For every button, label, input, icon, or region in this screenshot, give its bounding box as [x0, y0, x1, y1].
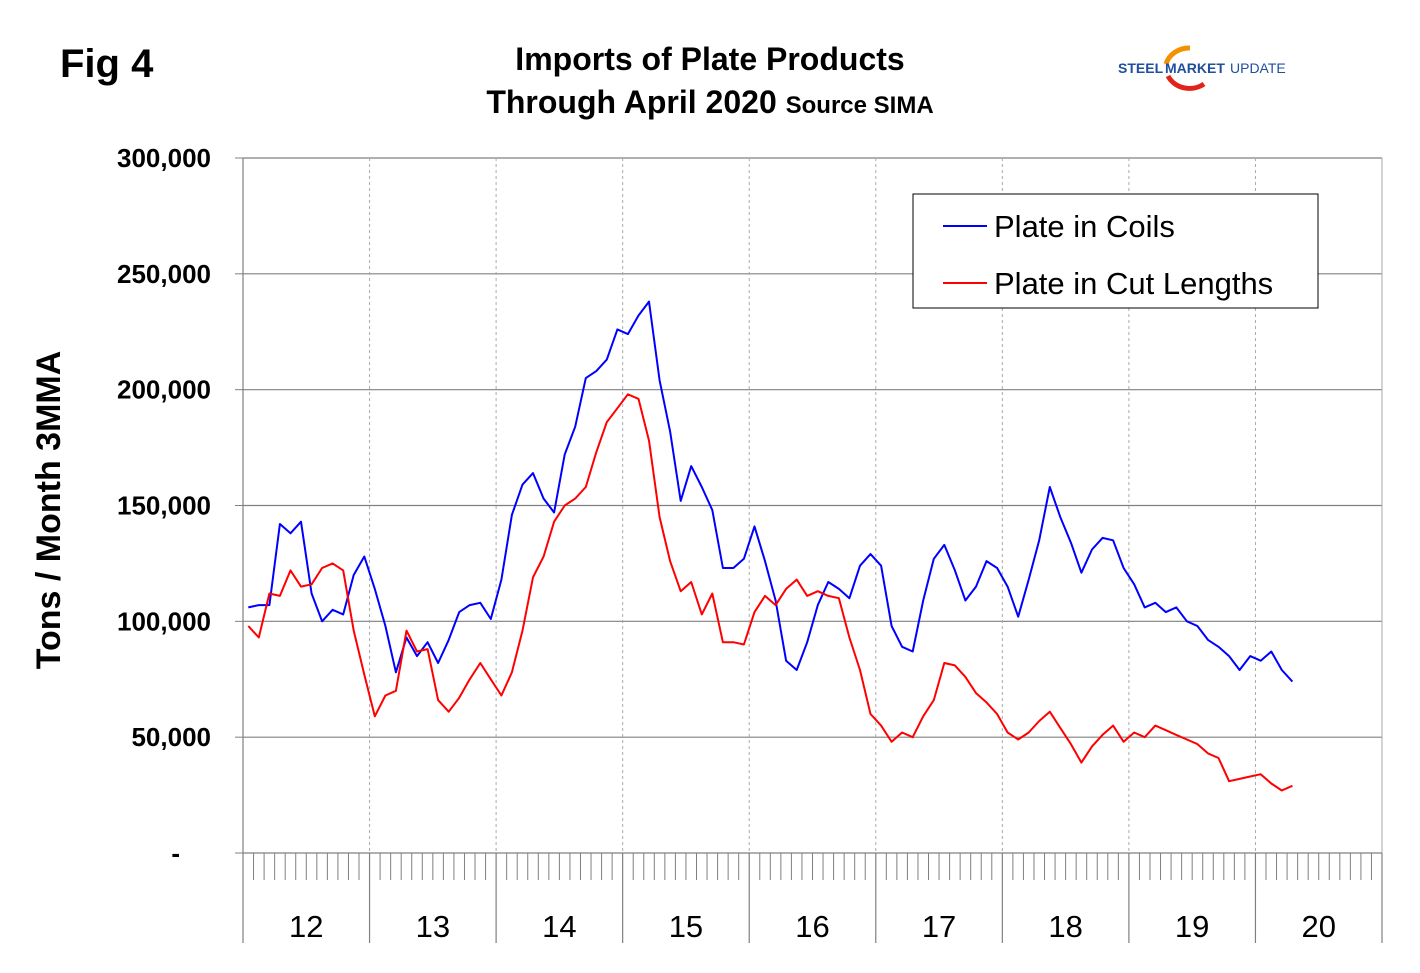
y-tick-label: 150,000 [117, 491, 211, 521]
title-line-2: Through April 2020 [486, 84, 777, 120]
y-axis-label: Tons / Month 3MMA [30, 351, 68, 670]
y-tick-label: 100,000 [117, 606, 211, 636]
legend-label-cut-lengths: Plate in Cut Lengths [994, 266, 1273, 301]
x-year-label: 14 [542, 909, 576, 944]
x-year-label: 15 [669, 909, 703, 944]
y-tick-label: 50,000 [131, 722, 211, 752]
x-year-label: 12 [289, 909, 323, 944]
series-line-plate-in-cut-lengths [247, 393, 1293, 792]
legend: Plate in Coils Plate in Cut Lengths [912, 193, 1319, 309]
svg-text:UPDATE: UPDATE [1230, 60, 1286, 76]
legend-label-coils: Plate in Coils [994, 209, 1175, 244]
x-year-label: 13 [416, 909, 450, 944]
x-year-label: 16 [795, 909, 829, 944]
source-note: Source SIMA [785, 92, 934, 119]
y-tick-label: 200,000 [117, 375, 211, 405]
title-line-1: Imports of Plate Products [515, 41, 905, 77]
series-line-plate-in-coils [248, 300, 1294, 683]
svg-text:MARKET: MARKET [1165, 60, 1225, 76]
x-year-label: 19 [1175, 909, 1209, 944]
svg-text:STEEL: STEEL [1118, 60, 1164, 76]
x-year-label: 18 [1048, 909, 1082, 944]
y-tick-label: 250,000 [117, 259, 211, 289]
y-tick-label: 300,000 [117, 143, 211, 173]
figure-label: Fig 4 [60, 42, 154, 86]
chart-title: Imports of Plate Products Through April … [410, 38, 1010, 127]
x-year-label: 17 [922, 909, 956, 944]
steel-market-update-logo: STEEL MARKET UPDATE [1118, 45, 1286, 91]
x-year-label: 20 [1301, 909, 1335, 944]
y-tick-label: - [171, 838, 180, 868]
